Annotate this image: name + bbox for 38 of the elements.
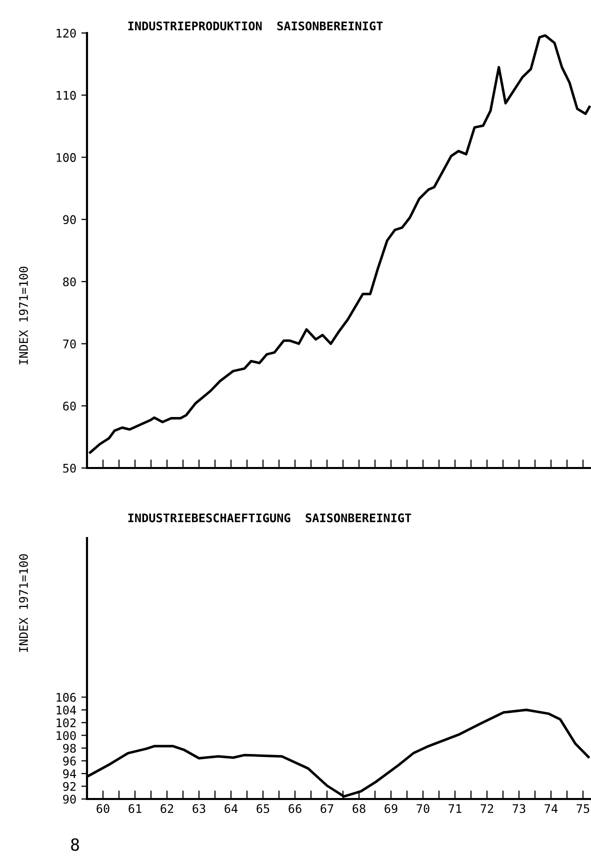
y-tick-label: 106 — [56, 692, 76, 702]
y-tick-label: 80 — [63, 277, 76, 286]
x-tick-label: 75 — [576, 804, 590, 814]
x-tick-label: 64 — [224, 804, 238, 814]
x-tick-label: 67 — [320, 804, 334, 814]
y-tick-label: 90 — [63, 215, 76, 224]
y-tick-label: 50 — [63, 464, 76, 473]
chart-title: INDUSTRIEPRODUKTION SAISONBEREINIGT — [128, 21, 383, 30]
text: 8 — [71, 838, 79, 851]
x-tick-label: 71 — [448, 804, 462, 813]
x-tick-label: 61 — [128, 804, 142, 814]
chart-title: INDUSTRIEBESCHAEFTIGUNG SAISONBEREINIGT — [128, 513, 412, 522]
y-tick-label: 104 — [56, 706, 76, 715]
y-axis-title: INDEX 1971=100 — [19, 554, 28, 652]
x-tick-label: 72 — [480, 804, 494, 813]
y-tick-label: 110 — [56, 90, 76, 100]
x-tick-label: 63 — [192, 804, 206, 814]
x-tick-label: 65 — [256, 804, 270, 814]
y-tick-label: 120 — [56, 28, 76, 38]
y-tick-label: 100 — [56, 153, 76, 162]
y-tick-label: 92 — [63, 782, 76, 791]
x-tick-label: 74 — [544, 804, 558, 813]
y-axis-title: INDEX 1971=100 — [19, 266, 28, 364]
y-tick-label: 94 — [63, 769, 76, 778]
x-tick-label: 60 — [96, 804, 110, 814]
x-tick-label: 68 — [352, 804, 366, 814]
x-tick-label: 70 — [416, 804, 430, 814]
x-tick-label: 73 — [512, 804, 526, 814]
y-tick-label: 90 — [63, 794, 76, 804]
y-tick-label: 100 — [56, 731, 76, 740]
x-tick-label: 62 — [160, 804, 174, 814]
y-tick-label: 102 — [56, 718, 76, 728]
y-tick-label: 60 — [63, 402, 76, 411]
x-tick-label: 66 — [288, 804, 302, 814]
y-tick-label: 96 — [63, 756, 76, 766]
y-tick-label: 98 — [63, 744, 76, 753]
y-tick-label: 70 — [63, 339, 76, 348]
x-tick-label: 69 — [384, 804, 398, 814]
